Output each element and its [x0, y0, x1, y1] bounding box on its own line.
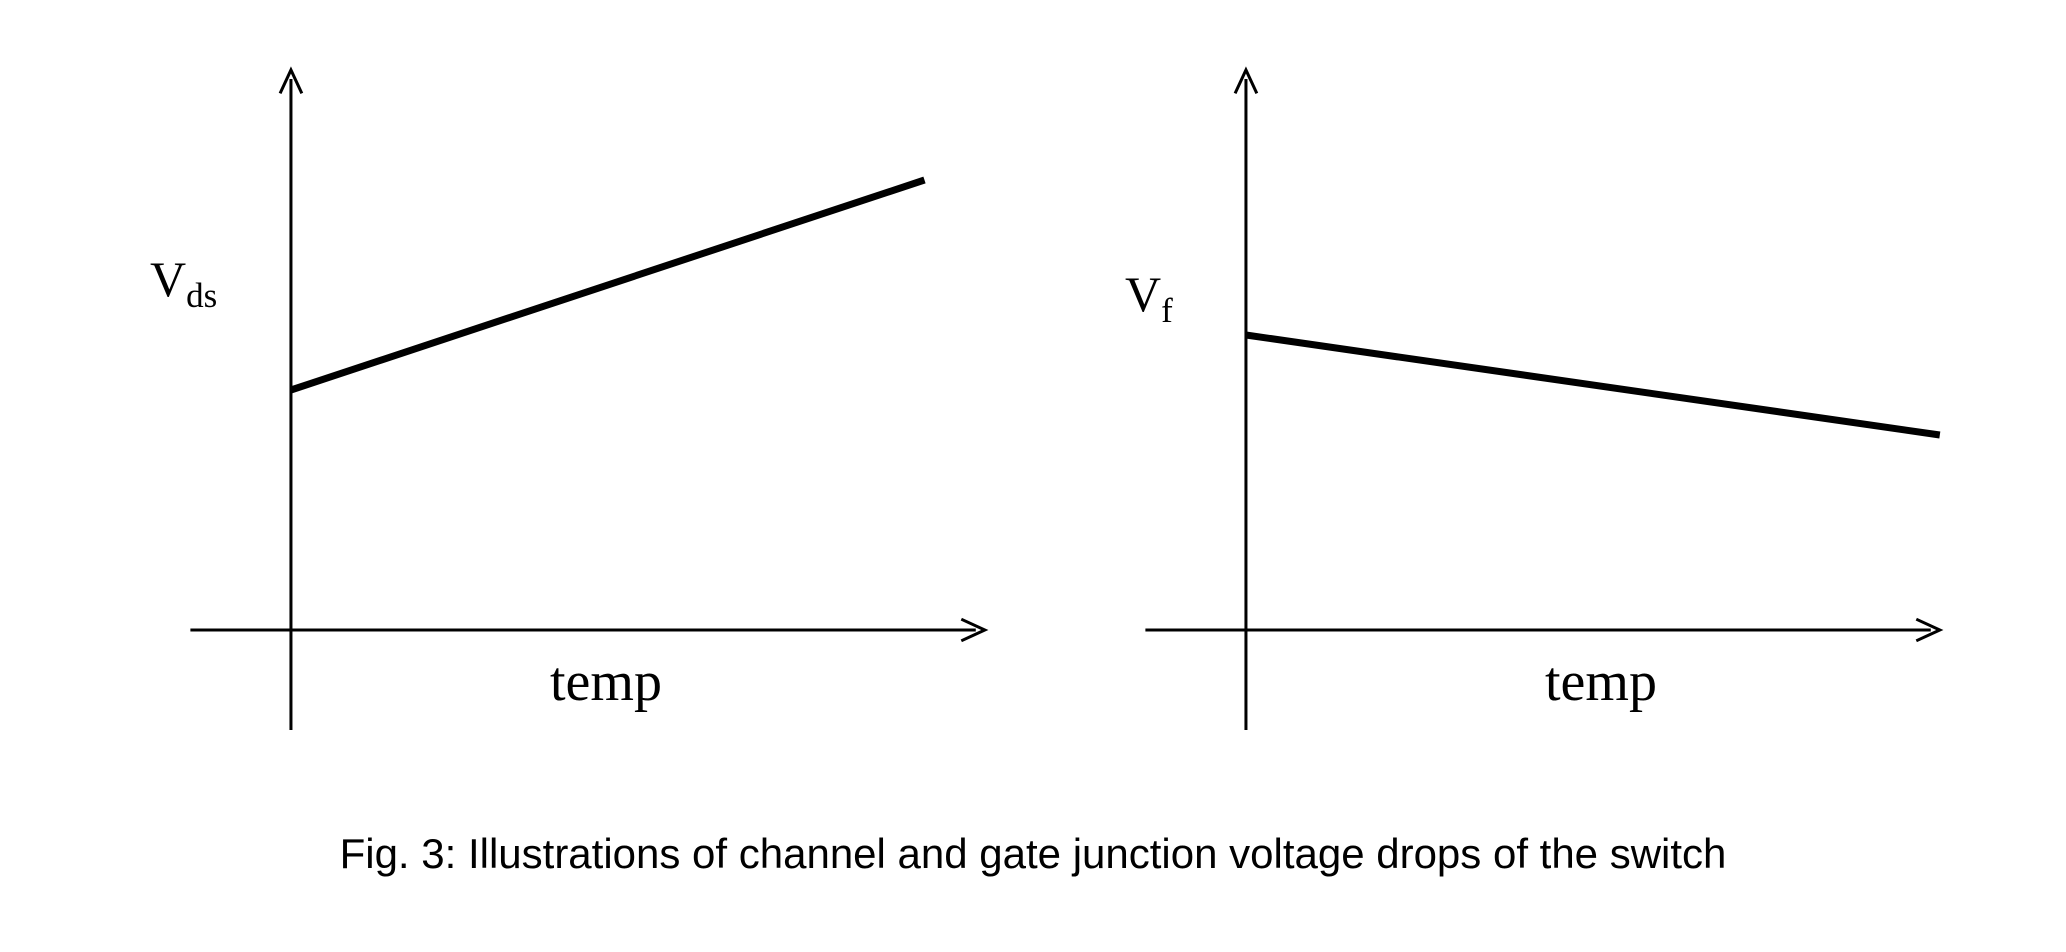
right-x-axis-label: temp	[1545, 650, 1657, 714]
panels-row: Vds temp Vf temp	[120, 40, 1970, 780]
right-chart-panel: Vf temp	[1075, 40, 1970, 780]
left-x-axis-label: temp	[550, 650, 662, 714]
figure-caption: Fig. 3: Illustrations of channel and gat…	[0, 830, 2066, 878]
left-y-axis-label: Vds	[150, 250, 217, 316]
right-chart-svg	[1075, 40, 1970, 780]
right-y-axis-label: Vf	[1125, 265, 1173, 331]
left-chart-panel: Vds temp	[120, 40, 1015, 780]
figure-page: Vds temp Vf temp Fig. 3: Illustrations o…	[0, 0, 2066, 952]
